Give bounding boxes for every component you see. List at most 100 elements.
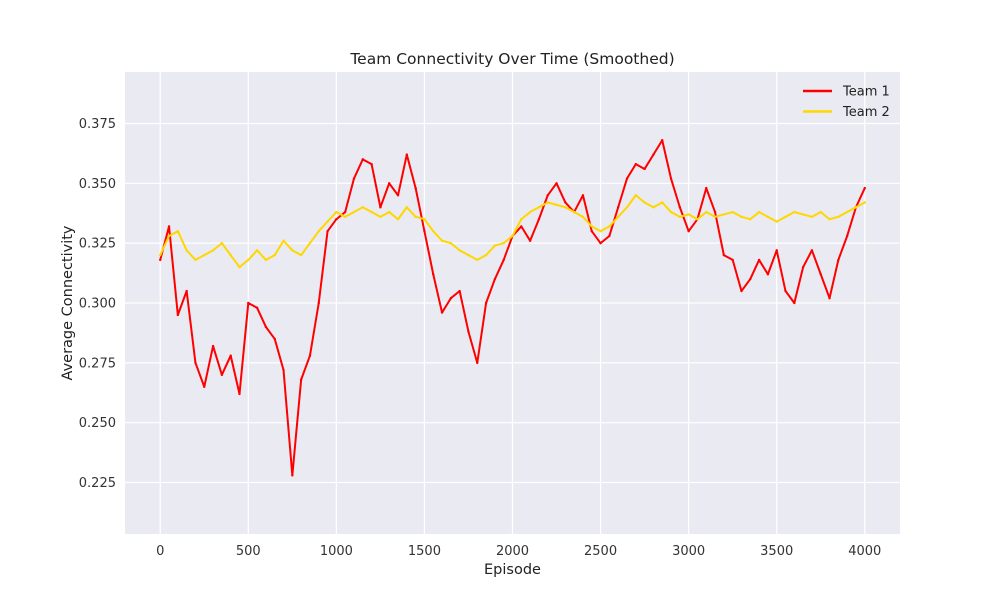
x-tick-label: 2500	[584, 544, 617, 559]
data-point	[652, 153, 655, 156]
data-point	[159, 253, 162, 257]
x-tick-label: 4000	[848, 544, 881, 559]
data-point	[194, 361, 197, 365]
data-point	[625, 206, 629, 209]
data-point	[502, 258, 505, 262]
data-point	[176, 229, 180, 233]
data-point	[299, 253, 303, 257]
y-tick-label: 0.350	[79, 177, 116, 192]
data-point	[845, 210, 849, 214]
data-point	[299, 378, 303, 381]
data-point	[423, 229, 426, 233]
data-point	[159, 258, 162, 262]
data-point	[220, 241, 224, 245]
data-point	[343, 210, 347, 214]
data-point	[863, 186, 866, 190]
data-point	[291, 474, 294, 477]
data-point	[634, 194, 637, 197]
data-point	[264, 325, 268, 329]
data-point	[220, 373, 224, 377]
data-point	[203, 253, 206, 257]
data-point	[572, 210, 576, 214]
data-point	[661, 139, 664, 142]
data-point	[423, 218, 426, 221]
data-point	[476, 258, 479, 262]
data-point	[528, 239, 532, 242]
data-point	[229, 354, 232, 357]
data-point	[819, 273, 822, 276]
data-point	[625, 177, 629, 180]
data-point	[801, 213, 805, 216]
data-point	[370, 210, 373, 214]
data-point	[740, 215, 743, 219]
data-point	[819, 210, 822, 214]
data-point	[449, 241, 453, 245]
y-tick-label: 0.275	[79, 356, 116, 371]
data-point	[749, 277, 752, 281]
data-point	[476, 361, 479, 365]
data-point	[616, 206, 620, 209]
data-point	[696, 218, 699, 221]
data-point	[599, 229, 602, 233]
data-point	[352, 177, 356, 180]
data-point	[414, 215, 417, 219]
data-point	[810, 215, 814, 219]
data-point	[185, 289, 188, 293]
data-point	[766, 273, 770, 276]
data-point	[731, 210, 734, 214]
data-point	[379, 215, 382, 219]
y-tick-label: 0.300	[79, 297, 116, 312]
data-point	[749, 218, 752, 221]
data-point	[185, 249, 188, 252]
data-point	[590, 225, 593, 228]
data-point	[255, 306, 259, 309]
data-point	[784, 215, 787, 219]
data-point	[643, 201, 646, 204]
data-point	[317, 301, 320, 305]
data-point	[652, 206, 655, 209]
data-point	[326, 220, 329, 223]
data-point	[863, 201, 866, 204]
data-point	[564, 201, 567, 204]
data-point	[740, 289, 743, 293]
data-point	[669, 177, 673, 180]
x-tick-label: 0	[156, 544, 164, 559]
data-point	[432, 273, 435, 276]
data-point	[757, 258, 761, 262]
x-tick-label: 2000	[496, 544, 529, 559]
data-point	[520, 225, 523, 228]
data-point	[255, 249, 259, 252]
data-point	[317, 229, 320, 233]
data-point	[352, 210, 356, 214]
y-tick-label: 0.225	[79, 476, 116, 491]
data-point	[546, 201, 549, 204]
data-point	[282, 239, 285, 242]
chart-title: Team Connectivity Over Time (Smoothed)	[349, 50, 674, 68]
data-point	[229, 253, 232, 257]
data-point	[634, 162, 637, 166]
data-point	[414, 186, 417, 190]
data-point	[705, 210, 708, 214]
data-point	[828, 297, 831, 300]
data-point	[370, 162, 373, 166]
data-point	[661, 201, 664, 204]
legend-label-2: Team 2	[842, 105, 890, 120]
data-point	[555, 182, 558, 185]
data-point	[467, 330, 470, 333]
x-tick-label: 500	[236, 544, 261, 559]
series-2	[159, 194, 866, 269]
data-point	[801, 265, 805, 269]
data-point	[731, 258, 734, 262]
series-layer	[159, 139, 866, 477]
data-point	[238, 392, 241, 396]
data-point	[361, 206, 364, 209]
y-tick-label: 0.375	[79, 117, 116, 132]
y-tick-label: 0.250	[79, 416, 116, 431]
data-point	[211, 344, 215, 348]
data-point	[493, 244, 497, 247]
data-point	[343, 215, 347, 219]
data-point	[396, 218, 400, 221]
data-point	[766, 215, 770, 219]
data-point	[722, 213, 726, 216]
data-point	[528, 210, 532, 214]
